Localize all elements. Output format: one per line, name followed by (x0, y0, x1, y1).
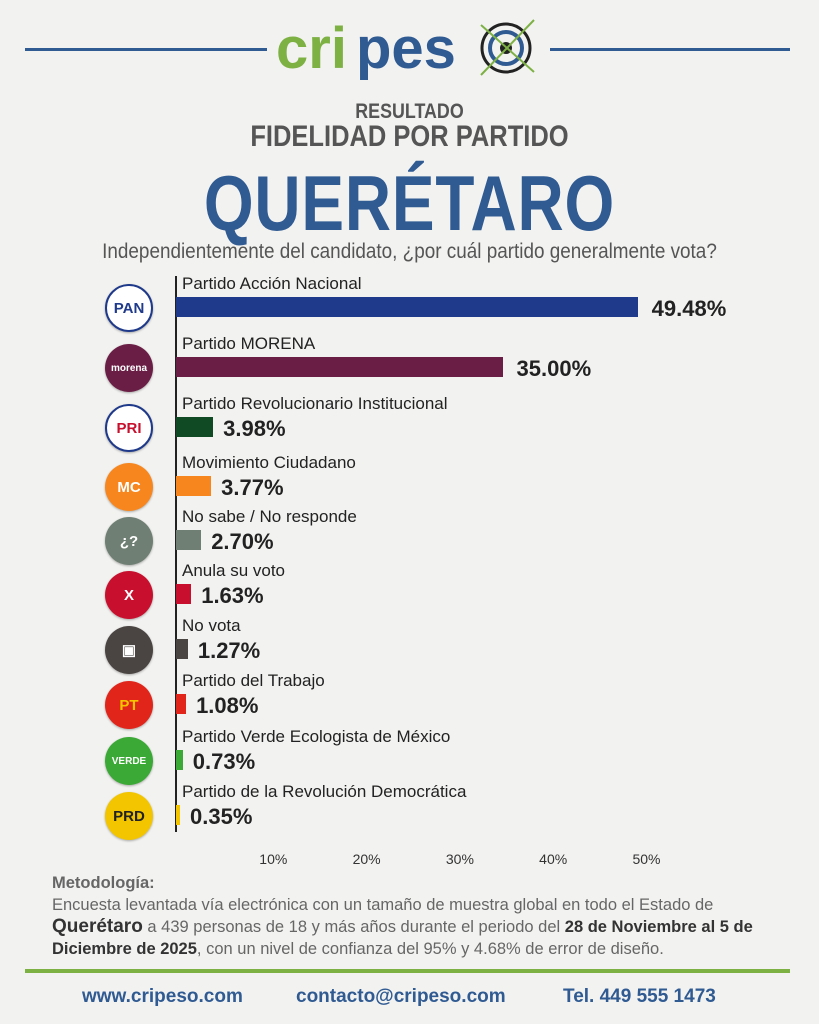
x-tick-label: 50% (632, 851, 661, 867)
email-link[interactable]: contacto@cripeso.com (296, 986, 506, 1007)
methodology-text: a 439 personas de 18 y más años durante … (142, 918, 565, 936)
website-link[interactable]: www.cripeso.com (82, 986, 243, 1007)
data-label: 1.08% (196, 693, 259, 718)
methodology-state: Querétaro (52, 916, 143, 937)
footer-rule (25, 969, 790, 973)
category-label: Partido de la Revolución Democrática (182, 782, 467, 801)
data-label: 3.98% (223, 416, 286, 441)
data-label: 35.00% (516, 356, 592, 381)
header-rule-right (550, 48, 790, 51)
bar (176, 357, 503, 377)
category-label: Partido MORENA (182, 334, 316, 353)
subtitle: RESULTADO (355, 100, 464, 123)
category-label: Partido Revolucionario Institucional (182, 394, 448, 413)
bar (176, 417, 214, 437)
pri-logo: PRI (105, 404, 153, 452)
methodology: Metodología: Encuesta levantada vía elec… (52, 872, 782, 960)
data-label: 2.70% (211, 529, 274, 554)
question-icon: ¿? (105, 517, 153, 565)
bar (176, 639, 188, 659)
data-label: 3.77% (221, 475, 284, 500)
pt-logo: PT (105, 681, 153, 729)
bar (176, 530, 202, 550)
x-icon: X (105, 571, 153, 619)
category-label: Anula su voto (182, 561, 286, 580)
verde-logo: VERDE (105, 737, 153, 785)
prd-logo: PRD (105, 792, 153, 840)
bar (176, 805, 180, 825)
category-label: Partido Verde Ecologista de México (182, 727, 451, 746)
bar (176, 297, 638, 317)
data-label: 1.27% (197, 638, 261, 663)
bar (176, 476, 212, 496)
category-label: No vota (182, 616, 241, 635)
mc-logo: MC (105, 463, 153, 511)
svg-text:pes: pes (356, 16, 456, 81)
x-tick-label: 20% (352, 851, 381, 867)
methodology-title: Metodología: (52, 874, 155, 892)
cripeso-logo: cri pes (276, 16, 535, 81)
category-label: No sabe / No responde (182, 507, 357, 526)
data-label: 0.73% (192, 749, 256, 774)
bar (176, 750, 183, 770)
data-label: 1.63% (201, 583, 264, 608)
bar (176, 584, 192, 604)
header-rule-left (25, 48, 267, 51)
y-axis-line (175, 276, 177, 832)
x-tick-label: 40% (539, 851, 568, 867)
pan-logo: PAN (105, 284, 153, 332)
subtitle-2: FIDELIDAD POR PARTIDO (250, 120, 569, 153)
methodology-dates: 28 de Noviembre al 5 de Diciembre de 202… (52, 918, 753, 958)
page-title: QUERÉTARO (203, 159, 616, 247)
methodology-text: Encuesta levantada vía electrónica con u… (52, 896, 714, 914)
phone-number: Tel. 449 555 1473 (563, 986, 716, 1007)
x-tick-label: 30% (445, 851, 474, 867)
methodology-text: , con un nivel de confianza del 95% y 4.… (196, 940, 664, 958)
category-label: Partido del Trabajo (182, 671, 325, 690)
bar (176, 694, 187, 714)
category-label: Partido Acción Nacional (182, 274, 362, 293)
data-label: 49.48% (651, 296, 727, 321)
data-label: 0.35% (190, 804, 253, 829)
x-tick-label: 10% (259, 851, 288, 867)
question: Independientemente del candidato, ¿por c… (102, 240, 717, 263)
svg-text:cri: cri (276, 16, 347, 81)
ballot-icon: ▣ (105, 626, 153, 674)
category-label: Movimiento Ciudadano (182, 453, 356, 472)
morena-logo: morena (105, 344, 153, 392)
